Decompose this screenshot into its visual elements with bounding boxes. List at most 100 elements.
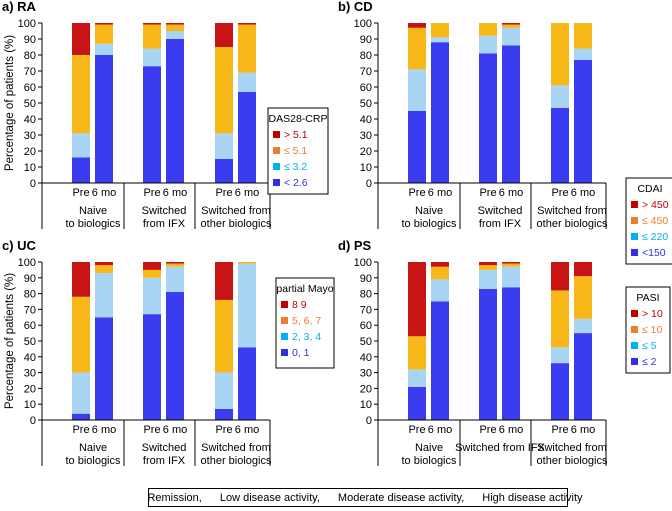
bar-segment-high-disease-activity bbox=[166, 262, 184, 264]
bar-segment-remission bbox=[479, 53, 497, 184]
legend-item-label: 5, 6, 7 bbox=[292, 315, 321, 327]
y-tick-label: 20 bbox=[24, 383, 36, 395]
bar-segment-moderate-disease-activity bbox=[551, 290, 569, 348]
legend-swatch bbox=[631, 201, 638, 208]
y-tick-label: 100 bbox=[18, 18, 36, 30]
bar-segment-remission bbox=[502, 287, 520, 420]
bar-segment-low-disease-activity bbox=[95, 273, 113, 318]
y-tick-label: 100 bbox=[354, 257, 372, 269]
y-tick-label: 30 bbox=[24, 368, 36, 380]
y-tick-label: 0 bbox=[366, 178, 372, 190]
bar-segment-high-disease-activity bbox=[166, 23, 184, 25]
bar-segment-low-disease-activity bbox=[72, 372, 90, 414]
group-label: other biologics bbox=[537, 218, 608, 230]
y-tick-label: 20 bbox=[360, 383, 372, 395]
bar-segment-remission bbox=[72, 413, 90, 420]
bar-segment-moderate-disease-activity bbox=[574, 23, 592, 49]
group-label: Switched from bbox=[201, 205, 271, 217]
group-label: Switched bbox=[142, 205, 187, 217]
x-tick-label: Pre bbox=[215, 424, 232, 436]
bar-segment-remission bbox=[238, 91, 256, 183]
bar-segment-remission bbox=[431, 42, 449, 184]
bar-segment-remission bbox=[72, 157, 90, 183]
legend-remission-label: Remission, bbox=[147, 491, 202, 504]
group-label: to biologics bbox=[65, 455, 121, 467]
bar-segment-moderate-disease-activity bbox=[215, 47, 233, 134]
y-tick-label: 100 bbox=[354, 18, 372, 30]
footer-legend: Remission, Low disease activity, Moderat… bbox=[147, 488, 583, 507]
panel-legend: DAS28-CRP > 5.1 ≤ 5.1 ≤ 3.2 < 2.6 bbox=[267, 107, 329, 195]
legend-swatch bbox=[631, 233, 638, 240]
bar-segment-high-disease-activity bbox=[143, 262, 161, 270]
legend-swatch bbox=[281, 349, 288, 356]
bar-segment-high-disease-activity bbox=[431, 262, 449, 267]
bar-segment-remission bbox=[574, 59, 592, 183]
y-tick-label: 90 bbox=[24, 273, 36, 285]
y-tick-label: 30 bbox=[24, 130, 36, 142]
y-tick-label: 70 bbox=[24, 304, 36, 316]
legend-swatch bbox=[273, 131, 280, 138]
y-tick-label: 70 bbox=[360, 66, 372, 78]
legend-item-label: ≤ 220 bbox=[642, 231, 668, 243]
x-tick-label: 6 mo bbox=[499, 424, 523, 436]
bar-segment-remission bbox=[431, 301, 449, 420]
bar-segment-moderate-disease-activity bbox=[238, 24, 256, 73]
y-tick-label: 10 bbox=[360, 399, 372, 411]
y-tick-label: 80 bbox=[24, 289, 36, 301]
x-tick-label: 6 mo bbox=[428, 187, 452, 199]
panel-3: c) UC Percentage of patients (%) 0 10 20 30 40… bbox=[2, 238, 335, 467]
legend-swatch bbox=[631, 342, 638, 349]
legend-title: partial Mayo bbox=[276, 283, 333, 295]
x-tick-label: 6 mo bbox=[235, 424, 259, 436]
bar-segment-moderate-disease-activity bbox=[479, 265, 497, 270]
bar-segment-moderate-disease-activity bbox=[95, 265, 113, 274]
bar-segment-low-disease-activity bbox=[574, 48, 592, 60]
bar-segment-remission bbox=[95, 55, 113, 183]
bar-segment-high-disease-activity bbox=[551, 262, 569, 291]
x-tick-label: 6 mo bbox=[571, 187, 595, 199]
group-label: Naive bbox=[415, 205, 443, 217]
legend-item-label: 8 9 bbox=[292, 299, 307, 311]
x-tick-label: 6 mo bbox=[499, 187, 523, 199]
legend-swatch bbox=[273, 163, 280, 170]
panel-legend: partial Mayo 8 9 5, 6, 7 2, 3, 4 0, 1 bbox=[275, 277, 335, 369]
y-tick-label: 80 bbox=[360, 289, 372, 301]
bar-segment-moderate-disease-activity bbox=[166, 24, 184, 31]
group-label: from IFX bbox=[143, 218, 186, 230]
y-tick-label: 100 bbox=[18, 257, 36, 269]
legend-swatch bbox=[631, 310, 638, 317]
bar-segment-low-disease-activity bbox=[143, 277, 161, 315]
y-tick-label: 0 bbox=[30, 178, 36, 190]
bar-segment-low-disease-activity bbox=[479, 35, 497, 54]
bar-segment-low-disease-activity bbox=[551, 85, 569, 108]
y-axis-label: Percentage of patients (%) bbox=[4, 35, 16, 171]
legend-swatch bbox=[631, 326, 638, 333]
y-tick-label: 40 bbox=[24, 114, 36, 126]
bar-segment-high-disease-activity bbox=[72, 262, 90, 297]
x-tick-label: Pre bbox=[479, 187, 496, 199]
bar-segment-high-disease-activity bbox=[215, 23, 233, 47]
x-tick-label: Pre bbox=[408, 424, 425, 436]
x-tick-label: Pre bbox=[408, 187, 425, 199]
bar-segment-high-disease-activity bbox=[215, 262, 233, 300]
bar-segment-moderate-disease-activity bbox=[408, 27, 426, 70]
bar-segment-moderate-disease-activity bbox=[574, 276, 592, 319]
bar-segment-remission bbox=[551, 363, 569, 420]
bar-segment-low-disease-activity bbox=[166, 266, 184, 293]
y-tick-label: 10 bbox=[24, 162, 36, 174]
group-label: Switched bbox=[478, 205, 523, 217]
bar-segment-moderate-disease-activity bbox=[215, 299, 233, 373]
bar-segment-remission bbox=[408, 111, 426, 183]
bar-segment-remission bbox=[95, 317, 113, 420]
bar-segment-remission bbox=[143, 66, 161, 183]
y-tick-label: 40 bbox=[24, 352, 36, 364]
x-tick-label: 6 mo bbox=[571, 424, 595, 436]
legend-title: DAS28-CRP bbox=[269, 113, 328, 125]
panel-legend: PASI > 10 ≤ 10 ≤ 5 ≤ 2 bbox=[625, 286, 671, 374]
x-tick-label: Pre bbox=[72, 424, 89, 436]
bar-segment-low-disease-activity bbox=[95, 43, 113, 55]
bar-segment-high-disease-activity bbox=[143, 23, 161, 25]
group-label: from IFX bbox=[143, 455, 186, 467]
bar-segment-low-disease-activity bbox=[215, 372, 233, 409]
legend-swatch bbox=[631, 249, 638, 256]
